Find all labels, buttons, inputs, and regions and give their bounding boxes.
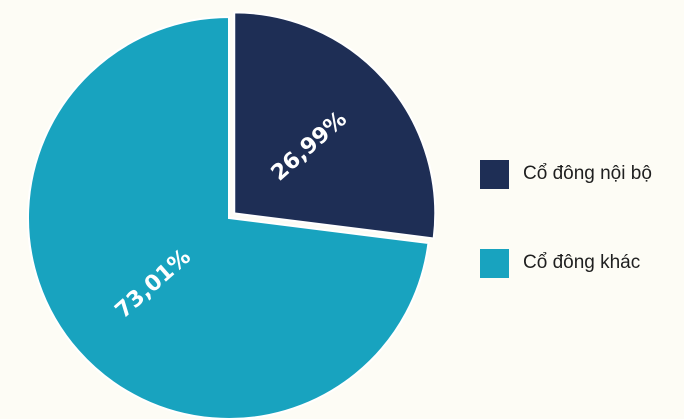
legend-swatch-noi-bo [480, 159, 509, 189]
pie-chart: 26,99%73,01% [27, 11, 437, 419]
pie-slice-noi-bo [233, 11, 437, 240]
legend-label-khac: Cổ đông khác [523, 252, 641, 273]
legend-label-noi-bo: Cổ đông nội bộ [523, 163, 652, 184]
pie-slice-khac [27, 15, 430, 419]
legend-item-khac: Cổ đông khác [480, 241, 652, 285]
legend-swatch-khac [480, 248, 509, 278]
legend: Cổ đông nội bộ Cổ đông khác [480, 152, 652, 330]
legend-item-noi-bo: Cổ đông nội bộ [480, 152, 652, 196]
